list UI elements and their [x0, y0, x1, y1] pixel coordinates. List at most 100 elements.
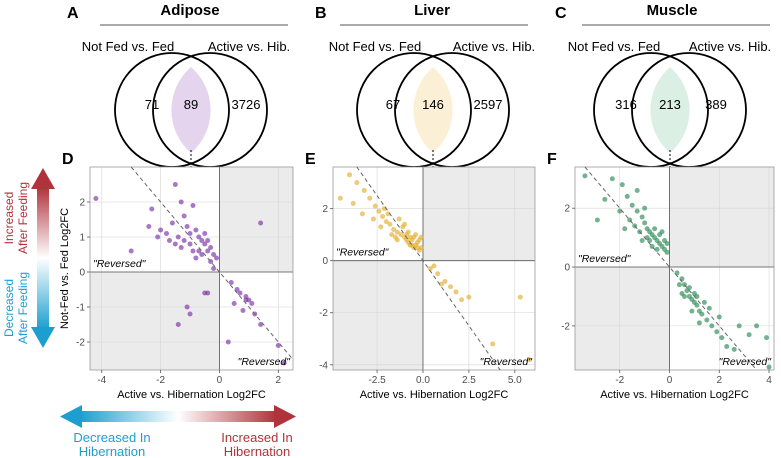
data-point: [706, 305, 712, 311]
data-point: [187, 311, 193, 317]
y-tick-label: -2: [319, 308, 328, 319]
data-point: [175, 322, 181, 327]
venn-title-liver: Liver: [414, 2, 450, 19]
data-point: [407, 234, 413, 240]
data-point: [181, 213, 187, 219]
data-point: [149, 206, 155, 212]
venn-right-label: Active vs. Hib.: [689, 39, 771, 54]
y-tick-label: 1: [79, 233, 85, 244]
venn-overlap-region: [413, 67, 453, 153]
left-arrow-head: [60, 405, 82, 428]
data-point: [517, 294, 523, 300]
data-point: [169, 220, 175, 226]
y-axis-label: Not-Fed vs. Fed Log2FC: [59, 208, 71, 329]
data-point: [380, 213, 386, 219]
venn-right-count: 3726: [232, 97, 261, 112]
x-tick-label: 0: [667, 375, 673, 386]
vertical-gradient-bar: [37, 187, 49, 329]
horizontal-gradient-bar: [80, 411, 276, 422]
venn-overlap-region: [650, 67, 690, 153]
data-point: [634, 188, 640, 194]
data-point: [396, 216, 402, 222]
venn-left-label: Not Fed vs. Fed: [329, 39, 421, 54]
x-tick-label: 2: [716, 375, 722, 386]
reversed-annotation-upper-left: "Reversed": [578, 253, 632, 265]
data-point: [163, 231, 169, 236]
up-arrow-head: [31, 168, 55, 189]
data-point: [199, 238, 205, 243]
data-point: [617, 208, 623, 214]
data-point: [387, 221, 393, 227]
data-point: [652, 226, 658, 232]
data-point: [146, 224, 152, 229]
data-point: [664, 240, 670, 246]
data-point: [184, 224, 190, 229]
data-point: [184, 304, 190, 310]
y-tick-label: 2: [79, 198, 85, 209]
data-point: [237, 290, 243, 296]
x-axis-label: Active vs. Hibernation Log2FC: [600, 389, 749, 401]
venn-right-count: 2597: [474, 97, 503, 112]
shaded-quadrant-bottom-left: [333, 260, 423, 370]
venn-adipose: A Adipose Not Fed vs. Fed Active vs. Hib…: [67, 2, 290, 168]
data-point: [418, 234, 424, 240]
data-point: [674, 270, 680, 276]
data-point: [394, 237, 400, 243]
data-point: [526, 357, 532, 363]
data-point: [205, 238, 211, 243]
data-point: [431, 263, 437, 269]
data-point: [642, 220, 648, 226]
data-point: [202, 231, 208, 236]
data-point: [731, 346, 737, 352]
shaded-quadrant-top-right: [669, 167, 774, 268]
data-point: [158, 227, 164, 233]
reversed-annotation-upper-left: "Reversed": [336, 247, 390, 259]
x-tick-label: -2.5: [368, 375, 386, 386]
data-point: [211, 266, 217, 271]
data-point: [361, 187, 367, 193]
data-point: [93, 196, 99, 201]
venn-left-count: 316: [615, 97, 637, 112]
panel-letter: F: [547, 151, 557, 168]
data-point: [258, 220, 264, 226]
data-point: [211, 252, 217, 257]
data-point: [249, 301, 255, 306]
shaded-quadrant-top-right: [422, 167, 535, 261]
x-tick-label: 5.0: [508, 375, 522, 386]
data-point: [367, 195, 373, 201]
venn-overlap-region: [171, 67, 211, 153]
data-point: [193, 255, 199, 261]
data-point: [172, 182, 178, 187]
panel-letter-b: B: [315, 5, 327, 22]
data-point: [490, 341, 496, 347]
venn-muscle: C Muscle Not Fed vs. Fed Active vs. Hib.…: [555, 2, 771, 168]
data-point: [225, 339, 231, 345]
data-point: [716, 314, 722, 320]
legend-increased-line1: Increased: [2, 192, 16, 245]
data-point: [709, 323, 715, 329]
data-point: [378, 224, 384, 230]
data-point: [231, 301, 237, 306]
data-point: [724, 343, 730, 349]
y-tick-label: 0: [564, 263, 570, 274]
data-point: [689, 308, 695, 314]
y-tick-label: -1: [76, 303, 85, 314]
data-point: [228, 280, 234, 285]
venn-left-count: 71: [145, 97, 159, 112]
data-point: [466, 294, 472, 300]
data-point: [686, 285, 692, 291]
right-arrow-head: [274, 405, 296, 428]
data-point: [654, 246, 660, 252]
data-point: [347, 172, 353, 178]
venn-overlap-count: 213: [659, 97, 681, 112]
venn-left-label: Not Fed vs. Fed: [568, 39, 660, 54]
legend-decreased-line1: Decreased: [2, 279, 16, 337]
data-point: [418, 245, 424, 251]
data-point: [736, 323, 742, 329]
x-tick-label: 4: [766, 375, 772, 386]
data-point: [243, 294, 249, 299]
data-point: [172, 241, 178, 247]
venn-liver: B Liver Not Fed vs. Fed Active vs. Hib. …: [315, 2, 535, 168]
venn-right-count: 389: [705, 97, 727, 112]
venn-overlap-count: 89: [184, 97, 198, 112]
